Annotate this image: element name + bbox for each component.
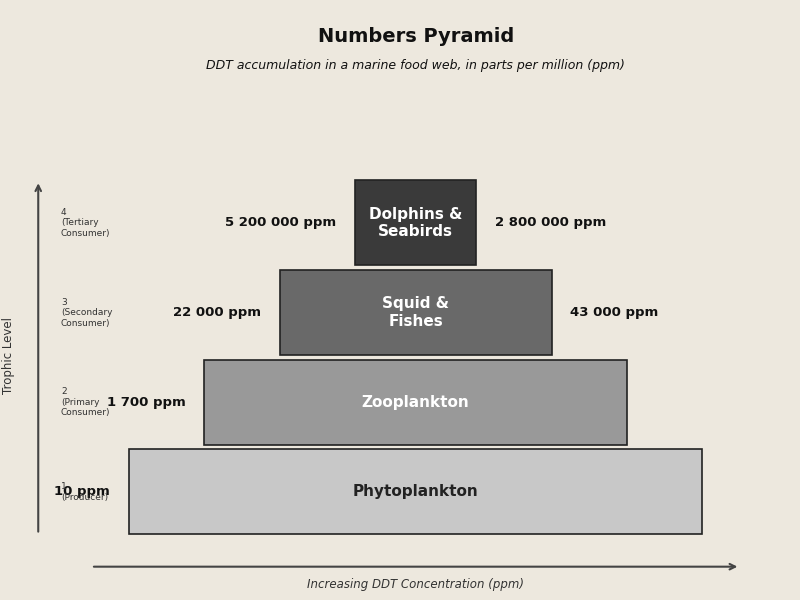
- Text: 4
(Tertiary
Consumer): 4 (Tertiary Consumer): [61, 208, 110, 238]
- Text: Numbers Pyramid: Numbers Pyramid: [318, 27, 514, 46]
- Polygon shape: [280, 270, 551, 355]
- Text: Increasing DDT Concentration (ppm): Increasing DDT Concentration (ppm): [307, 578, 524, 591]
- Text: DDT accumulation in a marine food web, in parts per million (ppm): DDT accumulation in a marine food web, i…: [206, 59, 625, 72]
- Text: 22 000 ppm: 22 000 ppm: [173, 306, 261, 319]
- Text: Zooplankton: Zooplankton: [362, 395, 470, 410]
- Text: Squid &
Fishes: Squid & Fishes: [382, 296, 449, 329]
- Polygon shape: [355, 181, 476, 265]
- Text: 2 800 000 ppm: 2 800 000 ppm: [495, 217, 606, 229]
- Polygon shape: [129, 449, 702, 535]
- Text: 2
(Primary
Consumer): 2 (Primary Consumer): [61, 388, 110, 417]
- Text: Phytoplankton: Phytoplankton: [353, 484, 478, 499]
- Text: 3
(Secondary
Consumer): 3 (Secondary Consumer): [61, 298, 112, 328]
- Text: Trophic Level: Trophic Level: [2, 317, 14, 394]
- Text: 43 000 ppm: 43 000 ppm: [570, 306, 658, 319]
- Polygon shape: [204, 360, 627, 445]
- Text: 1
(Producer): 1 (Producer): [61, 482, 108, 502]
- Text: Dolphins &
Seabirds: Dolphins & Seabirds: [369, 207, 462, 239]
- Text: 10 ppm: 10 ppm: [54, 485, 110, 499]
- Text: 1 700 ppm: 1 700 ppm: [106, 396, 186, 409]
- Text: 5 200 000 ppm: 5 200 000 ppm: [226, 217, 336, 229]
